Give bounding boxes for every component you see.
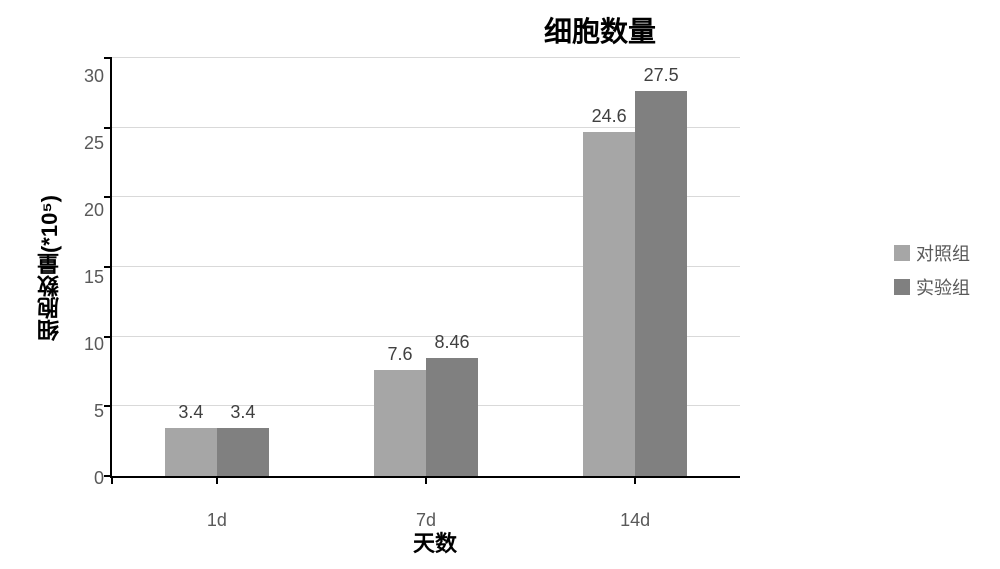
- plot-area: 1d7d14d 3.43.47.68.4624.627.5: [110, 58, 740, 478]
- x-tick-label: 1d: [207, 510, 227, 531]
- x-tick-label: 14d: [620, 510, 650, 531]
- chart-container: 细胞数量 细胞数量(*10⁵) 0 5 10 15 20 25 30 1d 7d 14d 3.4…: [30, 10, 970, 559]
- gridline: [112, 57, 740, 58]
- bar: 7.6: [374, 370, 426, 476]
- y-tick-label: 20: [70, 201, 104, 219]
- bar-value-label: 7.6: [387, 344, 412, 365]
- bar: 24.6: [583, 132, 635, 476]
- bar-group: 24.627.5: [583, 91, 687, 476]
- legend-swatch: [894, 279, 910, 295]
- bar-group: 7.68.46: [374, 358, 478, 476]
- legend-swatch: [894, 245, 910, 261]
- y-tick-label: 30: [70, 67, 104, 85]
- y-tick-label: 25: [70, 134, 104, 152]
- y-tick-mark: [104, 405, 112, 407]
- bar: 3.4: [217, 428, 269, 476]
- bar: 3.4: [165, 428, 217, 476]
- x-tick-mark: [634, 476, 636, 484]
- y-tick-mark: [104, 127, 112, 129]
- y-tick-label: 0: [70, 469, 104, 487]
- bar-value-label: 27.5: [644, 65, 679, 86]
- y-tick-label: 15: [70, 268, 104, 286]
- bar-value-label: 24.6: [592, 106, 627, 127]
- y-axis-label-wrap: 细胞数量(*10⁵): [30, 58, 70, 478]
- y-tick-mark: [104, 196, 112, 198]
- legend: 对照组实验组: [894, 240, 970, 308]
- y-axis-ticks: 051015202530: [70, 58, 110, 478]
- y-tick-mark: [104, 57, 112, 59]
- legend-item: 实验组: [894, 274, 970, 300]
- axis-area: 051015202530 1d7d14d 3.43.47.68.4624.627…: [70, 58, 740, 478]
- y-tick-mark: [104, 336, 112, 338]
- x-tick-label: 7d: [416, 510, 436, 531]
- bar-value-label: 3.4: [178, 402, 203, 423]
- chart-title: 细胞数量: [30, 10, 970, 50]
- bar: 27.5: [635, 91, 687, 476]
- legend-label: 对照组: [916, 240, 970, 266]
- plot-wrapper: 细胞数量(*10⁵) 051015202530 1d7d14d 3.43.47.…: [30, 58, 970, 478]
- y-tick-label: 5: [70, 402, 104, 420]
- bar-value-label: 3.4: [230, 402, 255, 423]
- x-tick-mark: [111, 476, 113, 484]
- legend-label: 实验组: [916, 274, 970, 300]
- x-tick-mark: [425, 476, 427, 484]
- legend-item: 对照组: [894, 240, 970, 266]
- bar-group: 3.43.4: [165, 428, 269, 476]
- x-tick-mark: [216, 476, 218, 484]
- y-tick-label: 10: [70, 335, 104, 353]
- bar: 8.46: [426, 358, 478, 476]
- y-tick-mark: [104, 266, 112, 268]
- y-axis-label: 细胞数量(*10⁵): [34, 195, 66, 341]
- bar-value-label: 8.46: [434, 332, 469, 353]
